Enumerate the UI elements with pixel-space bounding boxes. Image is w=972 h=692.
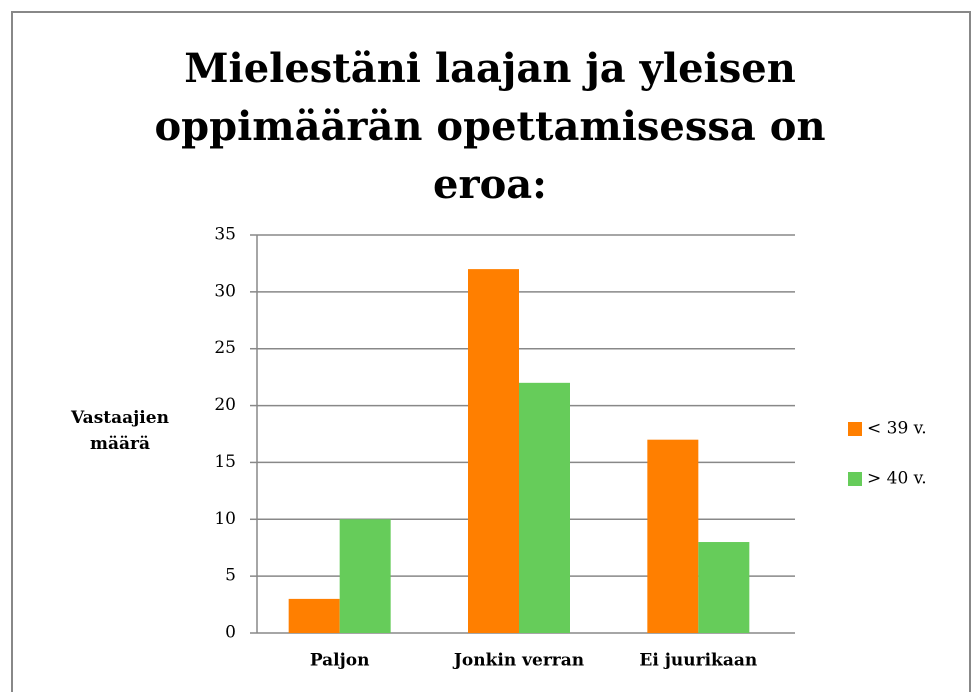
y-tick-label: 0 [225,623,236,643]
x-tick-label: Paljon [310,651,370,671]
y-tick-label: 15 [214,452,236,472]
legend-label: > 40 v. [867,469,927,489]
bar [339,519,391,633]
y-tick-label: 5 [225,566,236,586]
chart-title: Mielestäni laajan ja yleisen oppimäärän … [154,45,826,208]
y-tick-label: 25 [214,338,236,358]
y-tick-label: 30 [214,281,236,301]
bar [468,269,519,633]
bar [647,439,699,633]
frame [11,11,971,692]
y-axis-label: Vastaajien määrä [71,408,169,454]
x-tick-label: Jonkin verran [452,651,584,671]
bar [288,598,340,633]
legend-label: < 39 v. [867,419,927,439]
y-tick-label: 20 [214,395,236,415]
x-tick-label: Ei juurikaan [639,651,757,671]
y-tick-label: 10 [214,509,236,529]
bar [698,542,750,633]
legend-swatch [848,422,862,436]
bar [519,382,570,633]
y-tick-label: 35 [214,225,236,245]
legend-swatch [848,472,862,486]
